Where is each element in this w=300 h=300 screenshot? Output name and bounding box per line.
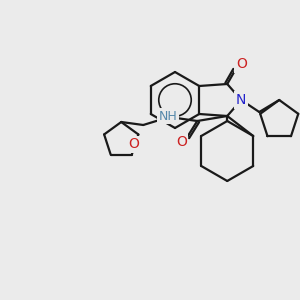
Text: N: N bbox=[236, 93, 246, 107]
Text: O: O bbox=[236, 57, 247, 71]
Text: NH: NH bbox=[159, 110, 178, 122]
Text: O: O bbox=[176, 135, 187, 149]
Text: O: O bbox=[129, 137, 140, 152]
